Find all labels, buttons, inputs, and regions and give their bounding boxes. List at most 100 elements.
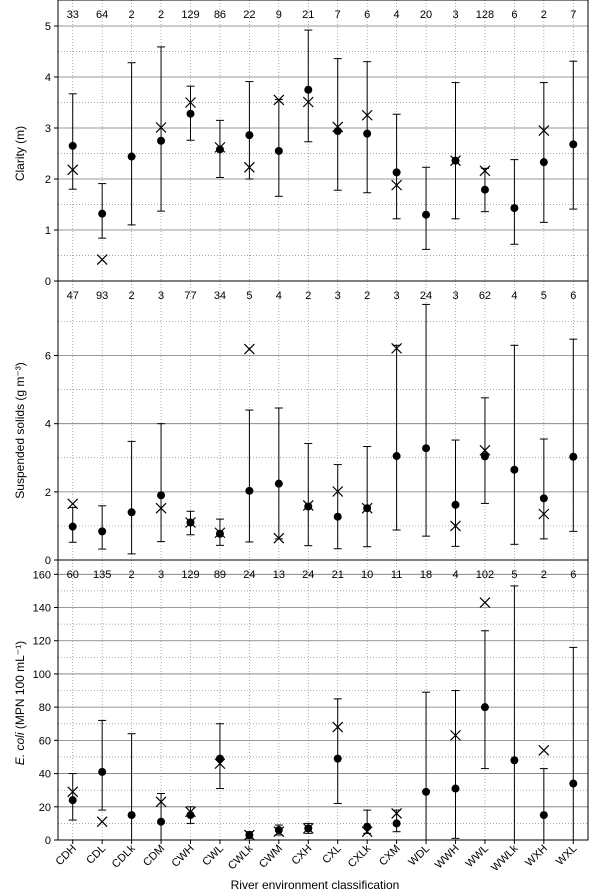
y-tick-label: 2	[45, 487, 51, 499]
y-axis-label: Clarity (m)	[13, 126, 27, 181]
mean-point	[363, 822, 372, 831]
sample-count-label: 86	[214, 9, 226, 21]
mean-point	[392, 168, 401, 177]
mean-point	[304, 502, 313, 511]
mean-point	[245, 131, 254, 140]
mean-point	[569, 140, 578, 149]
y-tick-label: 5	[45, 21, 51, 33]
x-tick-label: CWH	[170, 843, 197, 870]
x-tick-label: WDL	[406, 843, 432, 869]
mean-point	[569, 779, 578, 788]
sample-count-label: 5	[511, 569, 517, 581]
mean-point	[363, 129, 372, 138]
sample-count-label: 6	[570, 290, 576, 302]
sample-count-label: 89	[214, 569, 226, 581]
sample-count-label: 13	[273, 569, 285, 581]
mean-point	[480, 703, 489, 712]
median-marker	[243, 829, 255, 841]
mean-point	[157, 136, 166, 145]
y-tick-label: 20	[39, 802, 51, 814]
sample-count-label: 62	[479, 290, 491, 302]
median-marker	[332, 486, 344, 497]
sample-count-label: 5	[541, 290, 547, 302]
mean-point	[274, 479, 283, 488]
median-marker	[450, 729, 461, 741]
y-tick-label: 100	[33, 669, 51, 681]
mean-point	[215, 529, 224, 538]
y-tick-label: 120	[33, 636, 51, 648]
median-marker	[214, 141, 226, 153]
x-tick-label: CDM	[141, 843, 167, 869]
median-marker	[67, 164, 79, 176]
sample-count-label: 11	[391, 569, 402, 581]
sample-count-label: 4	[394, 9, 400, 21]
sample-count-label: 5	[246, 290, 252, 302]
sample-count-label: 6	[364, 9, 370, 21]
median-marker	[450, 155, 461, 167]
median-marker	[479, 165, 491, 177]
mean-point	[392, 452, 401, 461]
sample-count-label: 77	[184, 290, 196, 302]
sample-count-label: 21	[302, 9, 314, 21]
mean-point	[451, 784, 460, 793]
y-tick-label: 2	[45, 174, 51, 186]
mean-point	[422, 444, 431, 453]
y-tick-label: 4	[45, 72, 51, 84]
mean-point	[127, 152, 136, 161]
sample-count-label: 93	[96, 290, 108, 302]
mean-point	[68, 522, 77, 531]
median-marker	[273, 94, 285, 106]
median-marker	[332, 721, 344, 733]
y-tick-label: 4	[45, 419, 51, 431]
mean-point	[480, 185, 489, 194]
median-marker	[96, 816, 108, 828]
median-marker	[302, 822, 314, 834]
sample-count-label: 3	[452, 9, 458, 21]
mean-point	[510, 204, 519, 213]
median-marker	[479, 444, 491, 456]
mean-point	[422, 787, 431, 796]
mean-point	[333, 127, 342, 136]
sample-count-label: 129	[181, 9, 199, 21]
x-tick-label: CWLk	[226, 842, 256, 872]
median-marker	[332, 121, 344, 133]
median-marker	[185, 517, 196, 528]
sample-count-label: 3	[394, 290, 400, 302]
mean-point	[539, 494, 548, 503]
mean-point	[274, 146, 283, 155]
x-tick-label: CXH	[289, 843, 314, 868]
x-tick-label: CXLk	[346, 842, 374, 870]
mean-point	[157, 491, 166, 500]
y-axis-label: Suspended solids (g m⁻³)	[13, 362, 27, 498]
y-tick-label: 6	[45, 351, 51, 363]
median-marker	[243, 343, 255, 355]
sample-count-label: 60	[67, 569, 79, 581]
sample-count-label: 3	[335, 290, 341, 302]
sample-count-label: 7	[570, 9, 576, 21]
median-marker	[67, 786, 79, 798]
median-marker	[391, 179, 403, 191]
y-tick-label: 1	[45, 225, 51, 237]
sample-count-label: 24	[243, 569, 255, 581]
sample-count-label: 2	[158, 9, 164, 21]
mean-point	[333, 754, 342, 763]
y-tick-label: 60	[39, 735, 51, 747]
median-marker	[538, 508, 550, 520]
x-tick-label: CWL	[200, 843, 226, 869]
mean-point	[68, 141, 77, 150]
median-marker	[155, 796, 167, 808]
median-marker	[96, 254, 108, 266]
median-marker	[67, 498, 79, 510]
mean-point	[98, 527, 107, 536]
mean-point	[333, 512, 342, 521]
sample-count-label: 2	[541, 9, 547, 21]
median-marker	[538, 744, 550, 756]
sample-count-label: 9	[276, 9, 282, 21]
median-marker	[302, 500, 314, 511]
sample-count-label: 47	[67, 290, 79, 302]
sample-count-label: 135	[93, 569, 111, 581]
sample-count-label: 6	[511, 9, 517, 21]
median-marker	[391, 808, 403, 819]
mean-point	[510, 756, 519, 765]
